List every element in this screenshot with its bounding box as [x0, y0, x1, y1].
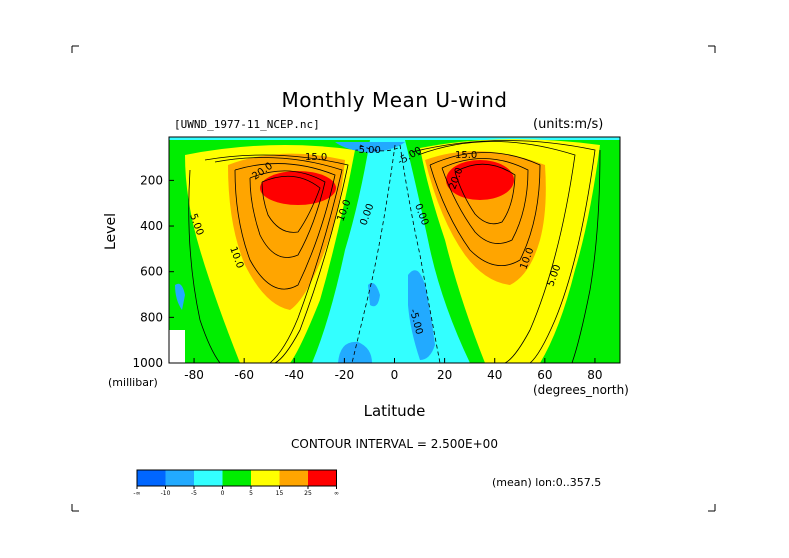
- colorbar-label: -5: [191, 490, 197, 497]
- x-tick-label: -20: [335, 368, 355, 382]
- colorbar-swatch: [194, 470, 223, 486]
- x-tick-label: 0: [391, 368, 399, 382]
- x-tick-label: 80: [587, 368, 602, 382]
- crop-marks: [71, 45, 716, 512]
- colorbar-label: 5: [249, 490, 253, 497]
- colorbar-label: 0: [221, 490, 225, 497]
- x-tick-label: 20: [437, 368, 452, 382]
- x-tick-label: -60: [234, 368, 254, 382]
- dataset-name: [UWND_1977-11_NCEP.nc]: [174, 118, 320, 131]
- y-tick-label: 200: [140, 173, 163, 187]
- colorbar-swatch: [137, 470, 166, 486]
- colorbar-label: ∞: [334, 490, 339, 497]
- colorbar-swatch: [222, 470, 251, 486]
- mean-note: (mean) lon:0..357.5: [492, 476, 602, 489]
- contour-fill: [169, 137, 620, 363]
- colorbar-frame: [136, 469, 337, 487]
- y-tick-label: 400: [140, 219, 163, 233]
- x-axis-units: (degrees_north): [533, 383, 629, 397]
- contour-label: 15.0: [305, 152, 327, 163]
- colorbar-label: -∞: [133, 490, 140, 497]
- colorbar-label: 15: [276, 490, 284, 497]
- x-tick-label: 40: [487, 368, 502, 382]
- y-axis: 200 400 600 800 1000: [132, 173, 174, 370]
- contour-interval: CONTOUR INTERVAL = 2.500E+00: [291, 437, 498, 451]
- colorbar: -∞ -10 -5 0 5 15 25 ∞: [133, 469, 339, 497]
- colorbar-swatch: [279, 470, 308, 486]
- x-axis: -80 -60 -40 -20 0 20 40 60 80: [184, 358, 603, 382]
- colorbar-swatch: [165, 470, 194, 486]
- contour-lines: [188, 140, 601, 364]
- colorbar-label: 25: [304, 490, 312, 497]
- contour-label: -5.00: [355, 145, 381, 156]
- colorbar-swatch: [251, 470, 280, 486]
- units-label: (units:m/s): [533, 117, 604, 132]
- y-tick-label: 800: [140, 310, 163, 324]
- colorbar-label: -10: [161, 490, 171, 497]
- y-axis-units: (millibar): [108, 376, 158, 389]
- x-axis-label: Latitude: [363, 402, 426, 420]
- chart-title: Monthly Mean U-wind: [281, 88, 508, 112]
- colorbar-swatch: [308, 470, 337, 486]
- x-tick-label: -80: [184, 368, 204, 382]
- x-tick-label: -40: [284, 368, 304, 382]
- x-tick-label: 60: [537, 368, 552, 382]
- y-tick-label: 1000: [132, 356, 163, 370]
- y-tick-label: 600: [140, 265, 163, 279]
- contour-label: 15.0: [455, 150, 477, 161]
